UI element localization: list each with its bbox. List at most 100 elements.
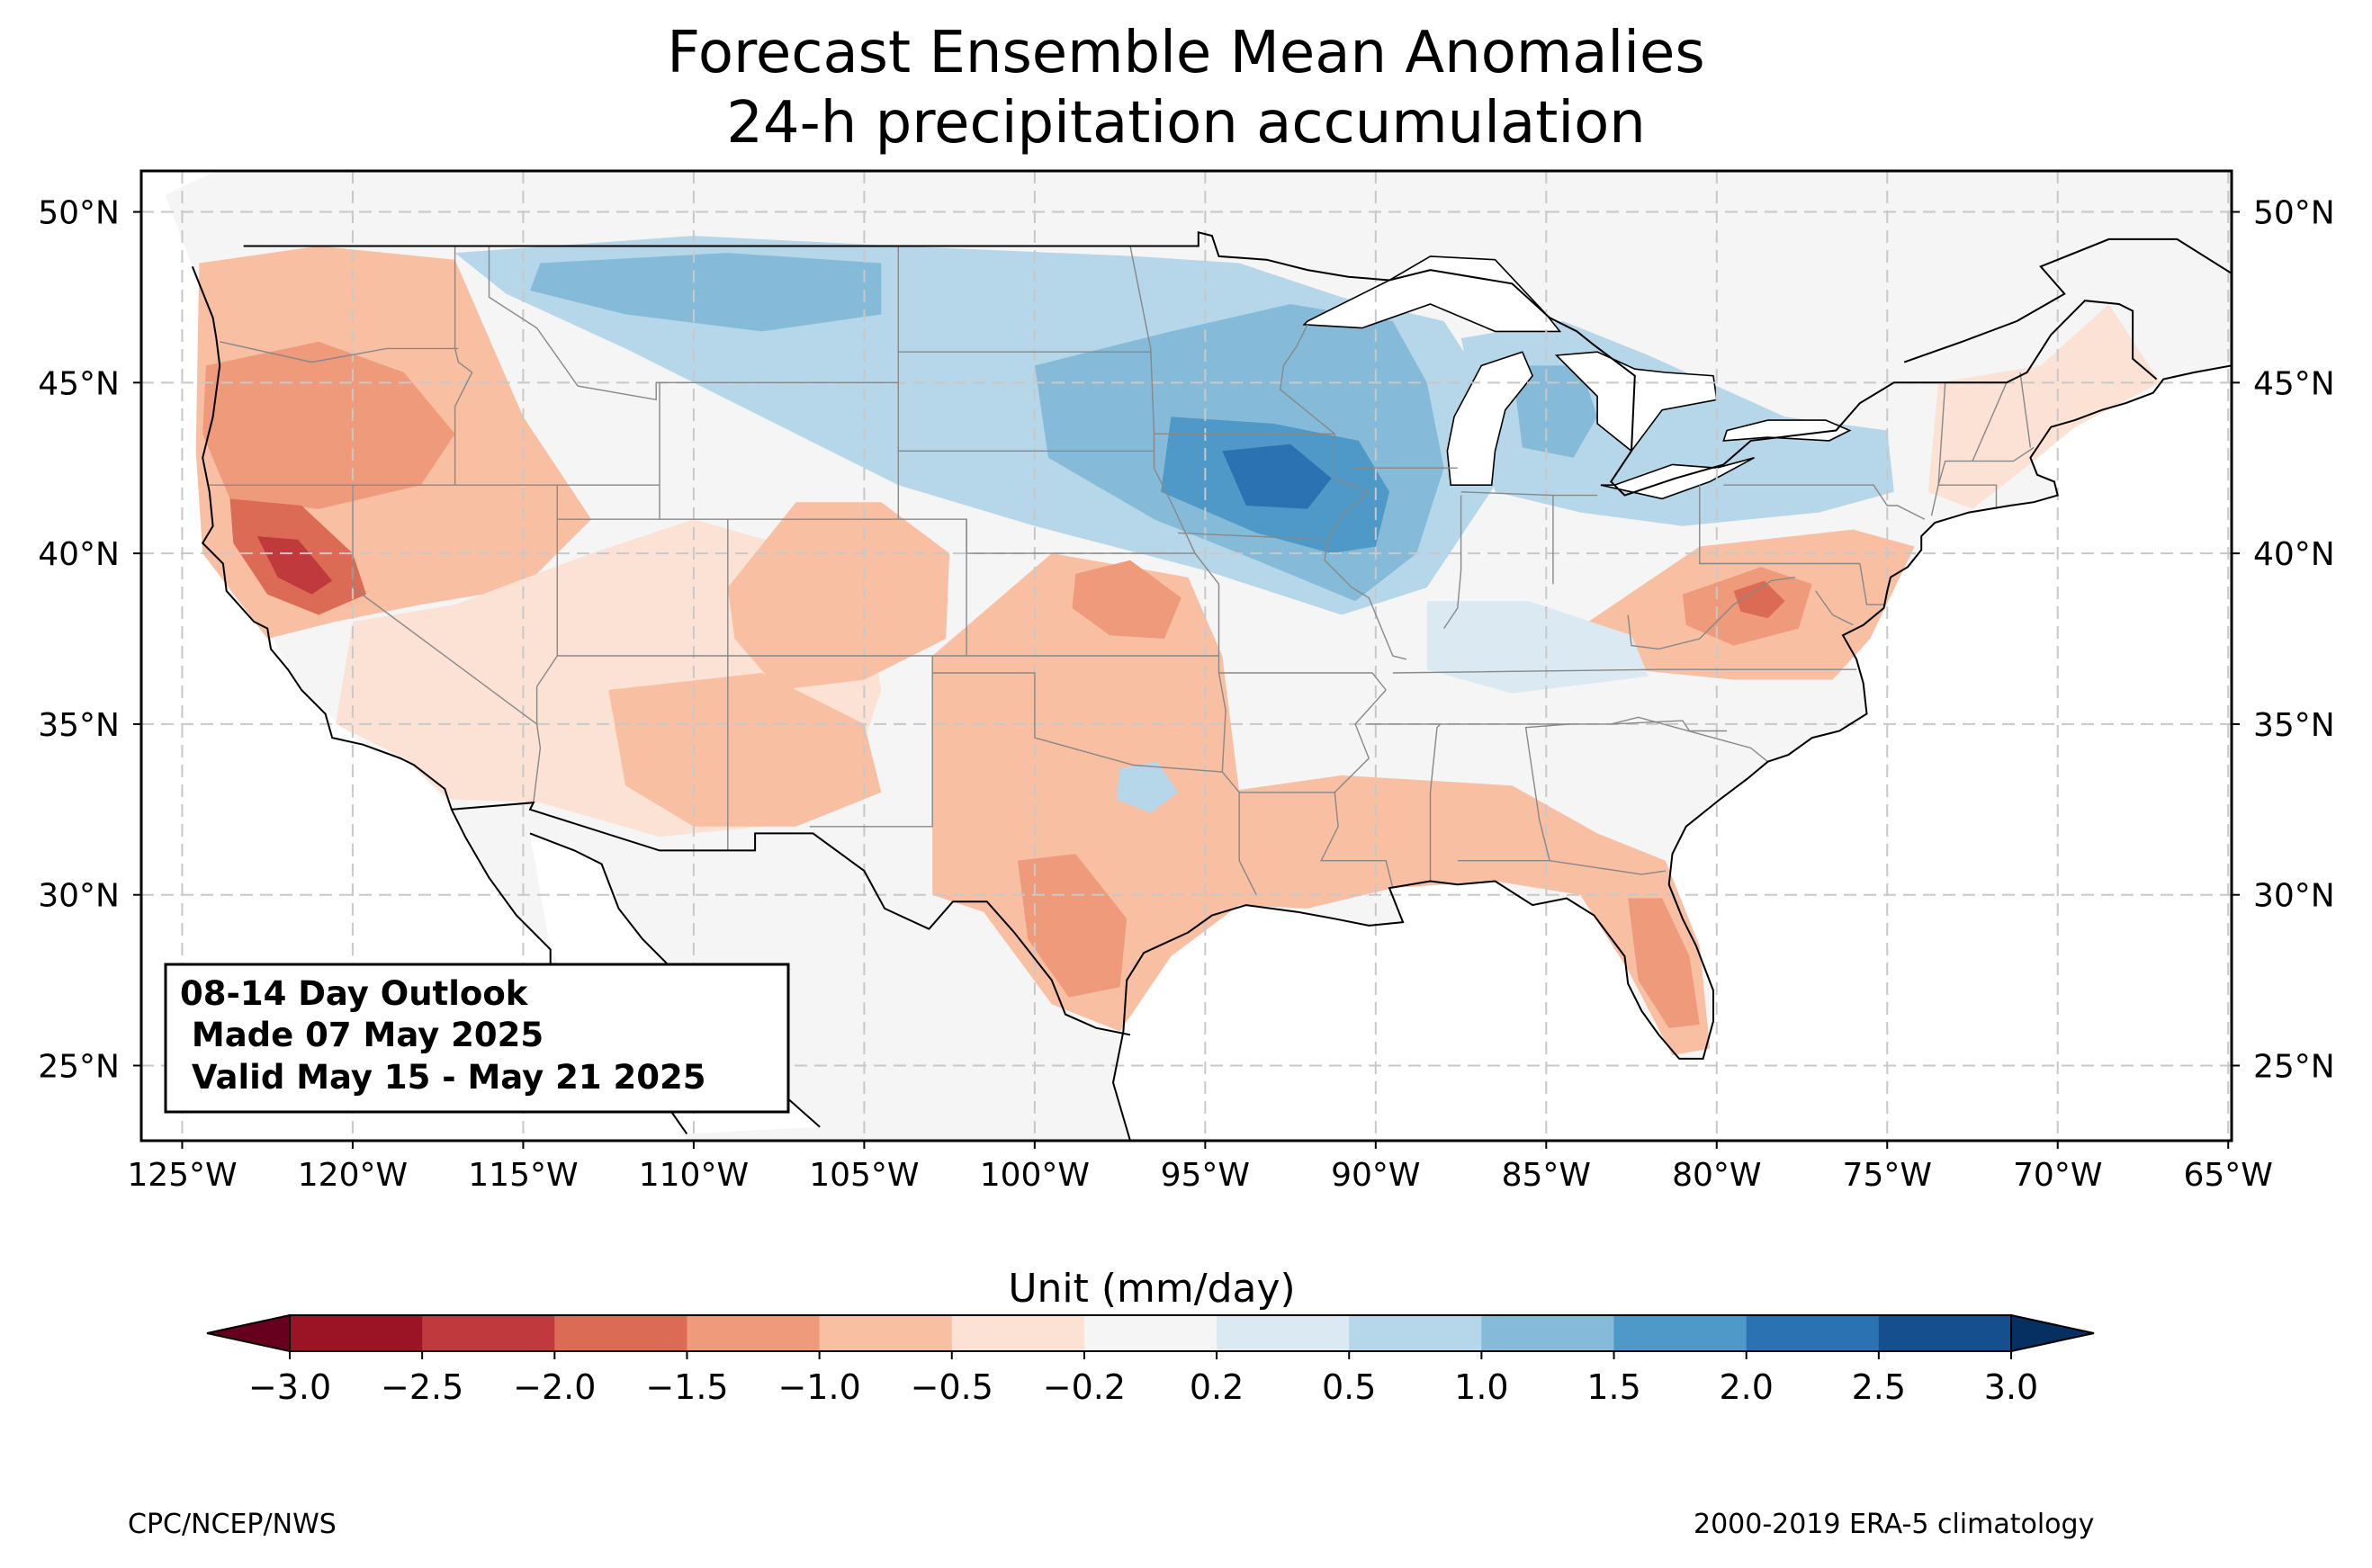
credit-source: CPC/NCEP/NWS xyxy=(128,1509,337,1540)
state-boundary xyxy=(1627,577,1795,650)
state-boundary xyxy=(1460,491,1598,497)
lon-tick-label: 65°W xyxy=(2184,1157,2273,1194)
state-boundary xyxy=(1443,495,1462,629)
colorbar-tick-label: −0.5 xyxy=(911,1367,993,1407)
colorbar-bin xyxy=(554,1315,687,1351)
colorbar: −3.0 −2.5 −2.0 −1.5 −1.0 −0.5 −0.2 0.2 0.5 1.0 1.5… xyxy=(206,1313,2095,1407)
outlook-valid-dates: Valid May 15 - May 21 2025 xyxy=(180,1058,705,1097)
colorbar-tick-label: −1.0 xyxy=(777,1367,860,1407)
state-boundary xyxy=(1937,446,2035,486)
lat-tick-label-left: 40°N xyxy=(38,536,120,573)
anomaly-colorado-dry xyxy=(727,502,950,690)
colorbar-bin xyxy=(1746,1315,1880,1351)
state-boundary xyxy=(1549,860,1666,875)
lon-tick-label: 85°W xyxy=(1502,1157,1591,1194)
anomaly-four-corners-dry xyxy=(608,673,882,827)
colorbar-frame xyxy=(289,1314,2012,1352)
colorbar-bin xyxy=(1613,1315,1748,1351)
credit-climatology: 2000-2019 ERA-5 climatology xyxy=(1694,1509,2095,1540)
colorbar-bin xyxy=(687,1315,821,1351)
anomaly-michigan-wet-core xyxy=(1512,365,1598,458)
colorbar-bin xyxy=(1878,1315,2012,1351)
outlook-made-date: Made 07 May 2025 xyxy=(180,1016,544,1054)
state-boundary xyxy=(1611,720,1728,732)
state-boundary xyxy=(557,485,660,520)
lat-tick-label-right: 25°N xyxy=(2253,1048,2335,1085)
lon-tick-label: 110°W xyxy=(639,1157,749,1194)
mexico-border xyxy=(451,802,1131,1036)
lat-tick-label-right: 35°N xyxy=(2253,707,2335,744)
lat-tick-label-right: 40°N xyxy=(2253,536,2335,573)
lon-tick-label: 70°W xyxy=(2013,1157,2102,1194)
colorbar-bin xyxy=(290,1315,423,1351)
state-boundary xyxy=(932,672,1240,793)
great-lake-1 xyxy=(1446,351,1534,487)
state-boundary xyxy=(1129,246,1226,773)
lon-tick-label: 120°W xyxy=(298,1157,408,1194)
colorbar-extend-low xyxy=(206,1313,291,1353)
state-boundary xyxy=(1218,672,1387,691)
anomaly-sierra-dry-core xyxy=(256,536,333,595)
state-boundary xyxy=(898,518,1195,554)
state-boundary xyxy=(352,485,538,725)
colorbar-tick-label: −2.5 xyxy=(381,1367,463,1407)
lat-tick-label-left: 25°N xyxy=(38,1048,120,1085)
state-boundary xyxy=(1699,485,1860,565)
colorbar-tick-label: −3.0 xyxy=(248,1367,331,1407)
colorbar-tick-label: 1.5 xyxy=(1586,1367,1640,1407)
colorbar-tick-label: 2.0 xyxy=(1719,1367,1773,1407)
colorbar-bin xyxy=(422,1315,555,1351)
lon-tick-label: 125°W xyxy=(127,1157,237,1194)
colorbar-tick-label: 0.5 xyxy=(1322,1367,1376,1407)
st-lawrence-coast xyxy=(1903,237,2232,363)
lat-tick-label-left: 35°N xyxy=(38,707,120,744)
anomaly-new-england-dry xyxy=(1927,304,2161,509)
lon-tick-label: 95°W xyxy=(1161,1157,1250,1194)
anomaly-texas-dry-core xyxy=(1017,854,1128,998)
colorbar-bin xyxy=(1217,1315,1350,1351)
state-boundary xyxy=(1392,668,1857,674)
colorbar-extend-high xyxy=(2010,1313,2095,1353)
colorbar-tick-label: −2.0 xyxy=(513,1367,596,1407)
state-boundary xyxy=(1324,539,1407,660)
state-boundary xyxy=(1723,484,1926,520)
outlook-period: 08-14 Day Outlook xyxy=(180,974,529,1013)
state-boundary xyxy=(1859,563,1884,605)
outlook-box-frame xyxy=(164,963,790,1114)
lat-tick-label-right: 45°N xyxy=(2253,365,2335,402)
canada-border xyxy=(243,231,2158,497)
colorbar-label: Unit (mm/day) xyxy=(1008,1266,1295,1312)
map-axes: 125°W 120°W 115°W 110°W 105°W 100°W 95°W 90°W 85… xyxy=(38,195,2335,1194)
state-boundary xyxy=(2019,372,2032,448)
lat-tick-label-left: 45°N xyxy=(38,365,120,402)
lon-tick-label: 90°W xyxy=(1331,1157,1420,1194)
state-boundary xyxy=(1334,689,1387,793)
state-boundary xyxy=(1611,716,1769,763)
colorbar-tick-label: 2.5 xyxy=(1852,1367,1906,1407)
lat-tick-label-right: 50°N xyxy=(2253,195,2335,232)
atlantic-gulf-ocean xyxy=(1113,365,2232,1141)
colorbar-bin xyxy=(1481,1315,1615,1351)
anomaly-kansas-dry-core xyxy=(1072,560,1182,639)
figure-title-line1: Forecast Ensemble Mean Anomalies xyxy=(667,20,1705,86)
outlook-box: 08-14 Day Outlook Made 07 May 2025 Valid… xyxy=(164,963,790,1114)
map-plot-area xyxy=(141,171,2232,1141)
anomaly-iowa-wet-peak xyxy=(1222,444,1332,509)
state-boundary xyxy=(488,246,899,401)
colorbar-bin xyxy=(819,1315,953,1351)
lon-tick-label: 105°W xyxy=(809,1157,919,1194)
colorbar-bin xyxy=(951,1315,1085,1351)
state-boundary xyxy=(1177,532,1328,541)
lon-tick-label: 100°W xyxy=(980,1157,1090,1194)
state-boundary xyxy=(454,246,473,486)
colorbar-tick-label: 0.2 xyxy=(1190,1367,1244,1407)
anomaly-oklahoma-wet xyxy=(1116,761,1178,813)
colorbar-tick-label: −1.5 xyxy=(645,1367,728,1407)
state-boundary xyxy=(1815,590,1854,626)
state-boundary xyxy=(1457,723,1570,862)
atlantic-gulf-coastline xyxy=(1111,364,2232,1141)
lat-tick-label-left: 30°N xyxy=(38,878,120,915)
lon-tick-label: 80°W xyxy=(1672,1157,1761,1194)
state-boundary xyxy=(1937,382,1946,486)
